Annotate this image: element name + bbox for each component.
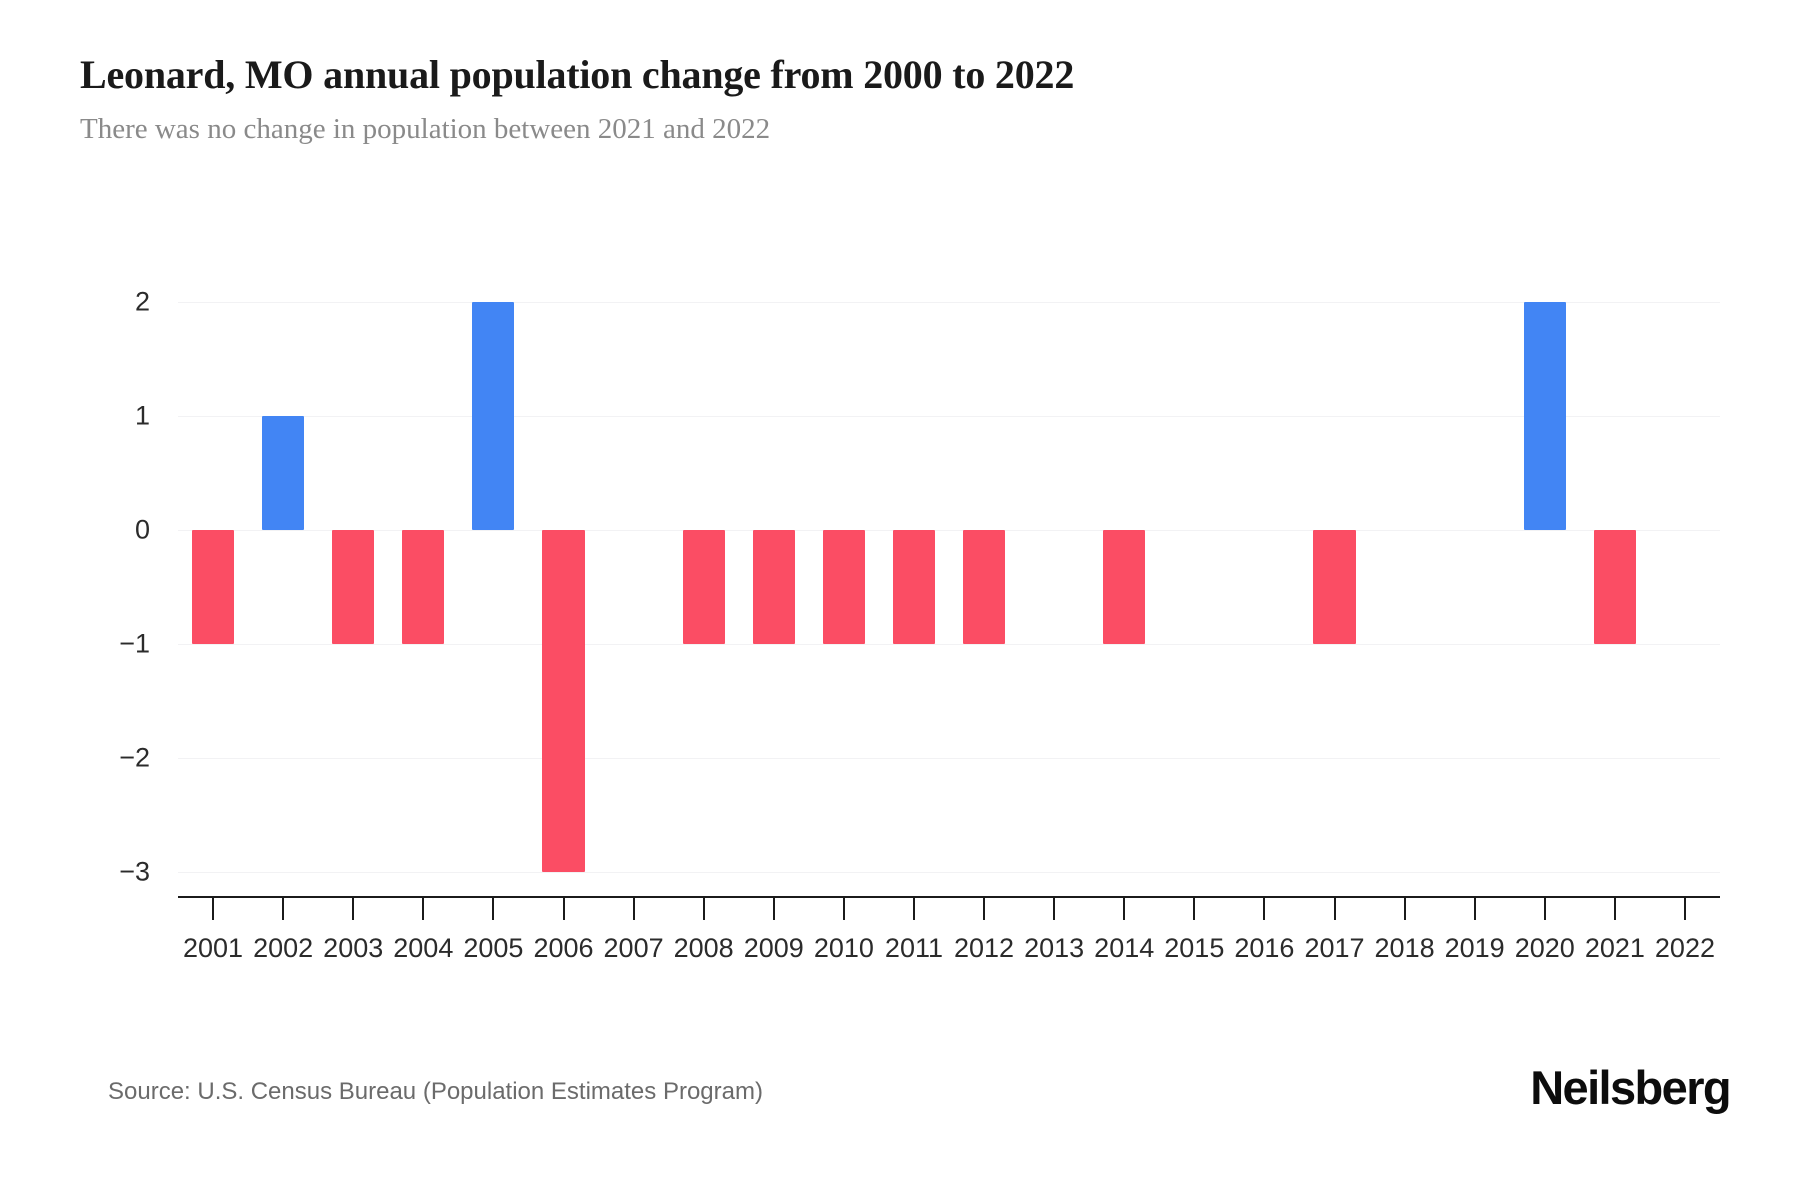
x-axis-tick-label-2021: 2021 [1584, 933, 1645, 963]
x-axis-tick [352, 898, 355, 920]
bar-2004[interactable] [402, 530, 445, 644]
chart-subtitle: There was no change in population betwee… [80, 113, 771, 145]
gridline-1 [178, 416, 1720, 417]
x-axis-tick [492, 898, 495, 920]
x-axis-tick [1123, 898, 1126, 920]
x-axis-tick [983, 898, 986, 920]
bar-2011[interactable] [892, 530, 935, 644]
bar-2005[interactable] [472, 302, 515, 530]
gridline-2 [178, 302, 1720, 303]
x-axis-tick [1473, 898, 1476, 920]
bar-2009[interactable] [752, 530, 795, 644]
source-caption: Source: U.S. Census Bureau (Population E… [108, 1078, 763, 1105]
x-axis-tick-label-2002: 2002 [253, 933, 314, 963]
x-axis-tick-label-2001: 2001 [182, 933, 244, 963]
x-axis-line [178, 896, 1720, 898]
x-axis-tick-label-2006: 2006 [533, 933, 594, 963]
bar-2008[interactable] [682, 530, 725, 644]
gridlines-group [178, 302, 1720, 873]
x-axis-tick-label-2018: 2018 [1374, 933, 1435, 963]
bar-2020[interactable] [1523, 302, 1566, 530]
x-axis-tick [282, 898, 285, 920]
x-axis-tick-label-2003: 2003 [323, 933, 384, 963]
x-axis-tick-label-2022: 2022 [1654, 933, 1715, 963]
x-axis-tick [1543, 898, 1546, 920]
bar-2017[interactable] [1313, 530, 1356, 644]
y-axis-tick-label: 2 [134, 286, 150, 317]
y-axis-tick-label: 0 [134, 514, 150, 545]
bars-group [178, 302, 1720, 872]
x-axis-tick [912, 898, 915, 920]
y-axis-tick-label: −1 [119, 628, 150, 659]
x-axis-tick [1683, 898, 1686, 920]
gridline-neg1 [178, 644, 1720, 645]
bar-2002[interactable] [262, 416, 305, 530]
x-axis-tick-label-2007: 2007 [603, 933, 664, 963]
x-axis-tick [1053, 898, 1056, 920]
x-axis-tick [422, 898, 425, 920]
x-axis-tick [1613, 898, 1616, 920]
x-axis-tick [1263, 898, 1266, 920]
x-axis-tick-label-2014: 2014 [1094, 933, 1155, 963]
bar-2006[interactable] [542, 530, 585, 872]
bar-2003[interactable] [332, 530, 375, 644]
x-axis-tick [1193, 898, 1196, 920]
y-axis-tick-label: −2 [119, 742, 150, 773]
x-axis-tick-label-2016: 2016 [1234, 933, 1295, 963]
x-axis-tick [1333, 898, 1336, 920]
x-axis-tick-label-2010: 2010 [813, 933, 874, 963]
chart-header: Leonard, MO annual population change fro… [80, 52, 1720, 147]
bar-2010[interactable] [822, 530, 865, 644]
x-axis-tick [772, 898, 775, 920]
gridline-neg2 [178, 758, 1720, 759]
x-axis-tick [632, 898, 635, 920]
x-axis-tick-label-2005: 2005 [463, 933, 524, 963]
x-axis-tick-label-2013: 2013 [1024, 933, 1085, 963]
x-axis-tick [1403, 898, 1406, 920]
neilsberg-logo: Neilsberg [1530, 1061, 1731, 1114]
x-axis-tick-label-2008: 2008 [673, 933, 734, 963]
y-axis-tick-label: −3 [119, 856, 150, 887]
x-axis-tick-label-2019: 2019 [1444, 933, 1505, 963]
gridline-neg3 [178, 872, 1720, 873]
x-axis-tick [842, 898, 845, 920]
x-axis-tick [212, 898, 215, 920]
gridline-0 [178, 530, 1720, 531]
x-axis-tick-label-2017: 2017 [1304, 933, 1365, 963]
x-axis-tick [562, 898, 565, 920]
bar-2021[interactable] [1593, 530, 1636, 644]
x-axis-tick [702, 898, 705, 920]
x-axis-tick-label-2004: 2004 [393, 933, 454, 963]
bar-2012[interactable] [963, 530, 1006, 644]
x-axis-tick-label-2012: 2012 [953, 933, 1015, 963]
bar-2001[interactable] [192, 530, 235, 644]
x-axis-tick-label-2020: 2020 [1514, 933, 1575, 963]
x-axis-tick-label-2015: 2015 [1164, 933, 1225, 963]
page-title: Leonard, MO annual population change fro… [80, 52, 1075, 97]
x-axis-tick-label-2011: 2011 [884, 933, 943, 963]
bar-2014[interactable] [1103, 530, 1146, 644]
y-axis-tick-label: 1 [134, 400, 150, 431]
x-axis-tick-label-2009: 2009 [743, 933, 804, 963]
